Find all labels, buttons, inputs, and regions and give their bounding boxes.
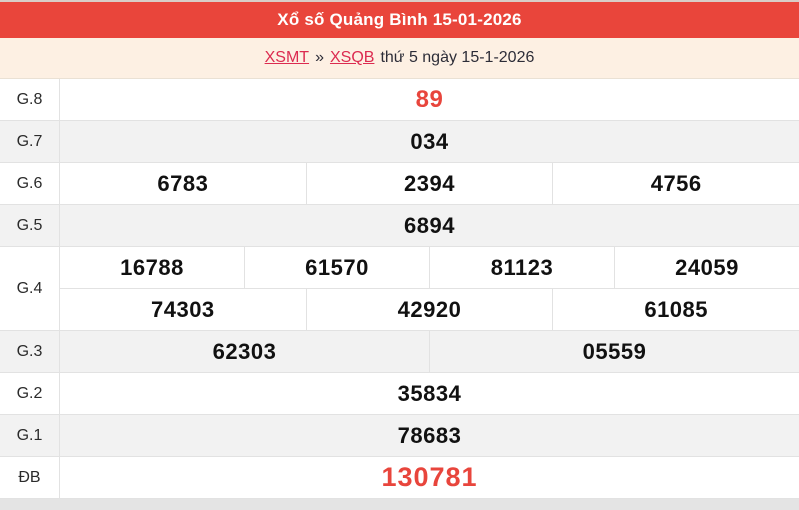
prize-number: 6894	[404, 212, 455, 238]
prize-label-g7: G.7	[0, 121, 60, 162]
prize-row-g4: G.4 16788 61570 81123 24059 74303 42920 61085	[0, 247, 799, 331]
prize-number: 034	[410, 128, 449, 154]
prize-line-g5-1: 6894	[60, 205, 799, 246]
prize-number: 24059	[675, 254, 739, 280]
prize-cell-g5-1-1: 6894	[60, 205, 799, 246]
prize-label-g2: G.2	[0, 373, 60, 414]
prize-values-g6: 6783 2394 4756	[60, 163, 799, 204]
prize-line-g4-2: 74303 42920 61085	[60, 288, 799, 330]
prize-label-g8: G.8	[0, 79, 60, 120]
prize-cell-g4-1-2: 61570	[244, 247, 429, 288]
prize-cell-g4-1-1: 16788	[60, 247, 244, 288]
prize-number: 62303	[212, 338, 277, 364]
prize-number: 74303	[150, 296, 215, 322]
prize-cell-g6-1-2: 2394	[305, 163, 553, 204]
prize-values-db: 130781	[60, 457, 799, 498]
prize-row-g7: G.7 034	[0, 121, 799, 163]
prize-label-g4: G.4	[0, 247, 60, 330]
bottom-strip	[0, 499, 799, 510]
breadcrumb-separator: »	[315, 49, 324, 66]
prize-values-g2: 35834	[60, 373, 799, 414]
prize-cell-g7-1-1: 034	[60, 121, 799, 162]
prize-line-g8-1: 89	[60, 79, 799, 120]
prize-cell-db-1-1: 130781	[60, 457, 799, 498]
prize-values-g8: 89	[60, 79, 799, 120]
prize-label-g1: G.1	[0, 415, 60, 456]
prize-number: 05559	[582, 338, 647, 364]
breadcrumb-link-xsqb[interactable]: XSQB	[329, 49, 375, 66]
breadcrumb-link-xsmt[interactable]: XSMT	[264, 49, 310, 66]
prize-cell-g2-1-1: 35834	[60, 373, 799, 414]
prize-number: 4756	[650, 170, 702, 196]
prize-line-g1-1: 78683	[60, 415, 799, 456]
prize-cell-g4-1-3: 81123	[429, 247, 614, 288]
prize-cell-g3-1-2: 05559	[429, 331, 799, 372]
prize-label-g6: G.6	[0, 163, 60, 204]
prize-values-g5: 6894	[60, 205, 799, 246]
prize-number: 42920	[397, 296, 462, 322]
prize-number: 130781	[381, 462, 478, 492]
breadcrumb-date-text: thứ 5 ngày 15-1-2026	[380, 49, 535, 66]
prize-number: 61570	[305, 254, 369, 280]
prize-line-g3-1: 62303 05559	[60, 331, 799, 372]
prize-row-g2: G.2 35834	[0, 373, 799, 415]
prize-line-g6-1: 6783 2394 4756	[60, 163, 799, 204]
prize-cell-g6-1-3: 4756	[552, 163, 799, 204]
prize-number: 2394	[404, 170, 455, 196]
prize-values-g3: 62303 05559	[60, 331, 799, 372]
prize-row-g8: G.8 89	[0, 79, 799, 121]
prize-values-g4: 16788 61570 81123 24059 74303 42920 61085	[60, 247, 799, 330]
prize-cell-g4-1-4: 24059	[614, 247, 799, 288]
page-title: Xổ số Quảng Bình 15-01-2026	[277, 10, 522, 29]
prize-cell-g6-1-1: 6783	[60, 163, 306, 204]
prize-cell-g3-1-1: 62303	[60, 331, 429, 372]
prize-cell-g1-1-1: 78683	[60, 415, 799, 456]
prize-number: 35834	[397, 380, 462, 406]
top-strip	[0, 0, 799, 2]
prize-cell-g4-2-3: 61085	[552, 289, 799, 330]
prize-cell-g4-2-1: 74303	[60, 289, 306, 330]
prize-line-g4-1: 16788 61570 81123 24059	[60, 247, 799, 288]
prize-row-g6: G.6 6783 2394 4756	[0, 163, 799, 205]
prize-row-g3: G.3 62303 05559	[0, 331, 799, 373]
prize-cell-g8-1-1: 89	[60, 79, 799, 120]
header-bar: Xổ số Quảng Bình 15-01-2026	[0, 2, 799, 38]
breadcrumb: XSMT » XSQB thứ 5 ngày 15-1-2026	[0, 38, 799, 78]
prize-cell-g4-2-2: 42920	[305, 289, 553, 330]
prize-line-g2-1: 35834	[60, 373, 799, 414]
prize-number: 16788	[120, 254, 184, 280]
prize-line-db-1: 130781	[60, 457, 799, 498]
results-table: G.8 89 G.7 034 G.6 6783 2394 4756 G.5 6894 G.4 1678…	[0, 78, 799, 499]
prize-label-g3: G.3	[0, 331, 60, 372]
prize-row-g1: G.1 78683	[0, 415, 799, 457]
prize-row-db: ĐB 130781	[0, 457, 799, 499]
prize-number: 6783	[157, 170, 209, 196]
prize-line-g7-1: 034	[60, 121, 799, 162]
prize-label-db: ĐB	[0, 457, 60, 498]
prize-values-g7: 034	[60, 121, 799, 162]
prize-row-g5: G.5 6894	[0, 205, 799, 247]
prize-number: 89	[415, 85, 444, 113]
prize-label-g5: G.5	[0, 205, 60, 246]
prize-values-g1: 78683	[60, 415, 799, 456]
prize-number: 61085	[644, 296, 709, 322]
prize-number: 81123	[490, 254, 554, 280]
prize-number: 78683	[397, 422, 462, 448]
